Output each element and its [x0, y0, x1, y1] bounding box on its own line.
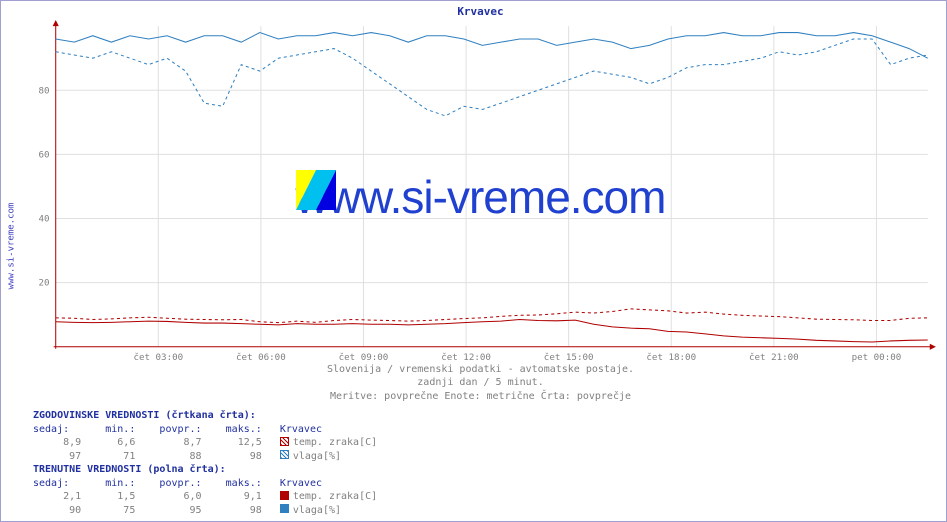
caption-line: zadnji dan / 5 minut.: [21, 376, 940, 390]
svg-text:20: 20: [39, 278, 50, 289]
svg-text:60: 60: [39, 149, 50, 160]
stats-table: ZGODOVINSKE VREDNOSTI (črtkana črta):sed…: [21, 409, 940, 517]
chart-title: Krvavec: [21, 5, 940, 20]
legend-swatch: [280, 437, 289, 446]
svg-text:čet 12:00: čet 12:00: [441, 352, 491, 363]
svg-text:40: 40: [39, 214, 50, 225]
chart-plot: 20 40 60 80 čet 03:00 čet 06:00 čet 09:00 čet 1…: [21, 20, 940, 361]
svg-text:čet 03:00: čet 03:00: [133, 352, 183, 363]
caption-line: Meritve: povprečne Enote: metrične Črta:…: [21, 390, 940, 404]
svg-text:čet 21:00: čet 21:00: [749, 352, 799, 363]
svg-text:80: 80: [39, 85, 50, 96]
legend-swatch: [280, 504, 289, 513]
svg-text:čet 09:00: čet 09:00: [339, 352, 389, 363]
svg-text:čet 06:00: čet 06:00: [236, 352, 286, 363]
legend-swatch: [280, 491, 289, 500]
svg-text:pet 00:00: pet 00:00: [852, 352, 902, 363]
svg-text:čet 15:00: čet 15:00: [544, 352, 594, 363]
legend-swatch: [280, 450, 289, 459]
site-label-vertical: www.si-vreme.com: [6, 203, 16, 290]
svg-text:čet 18:00: čet 18:00: [646, 352, 696, 363]
